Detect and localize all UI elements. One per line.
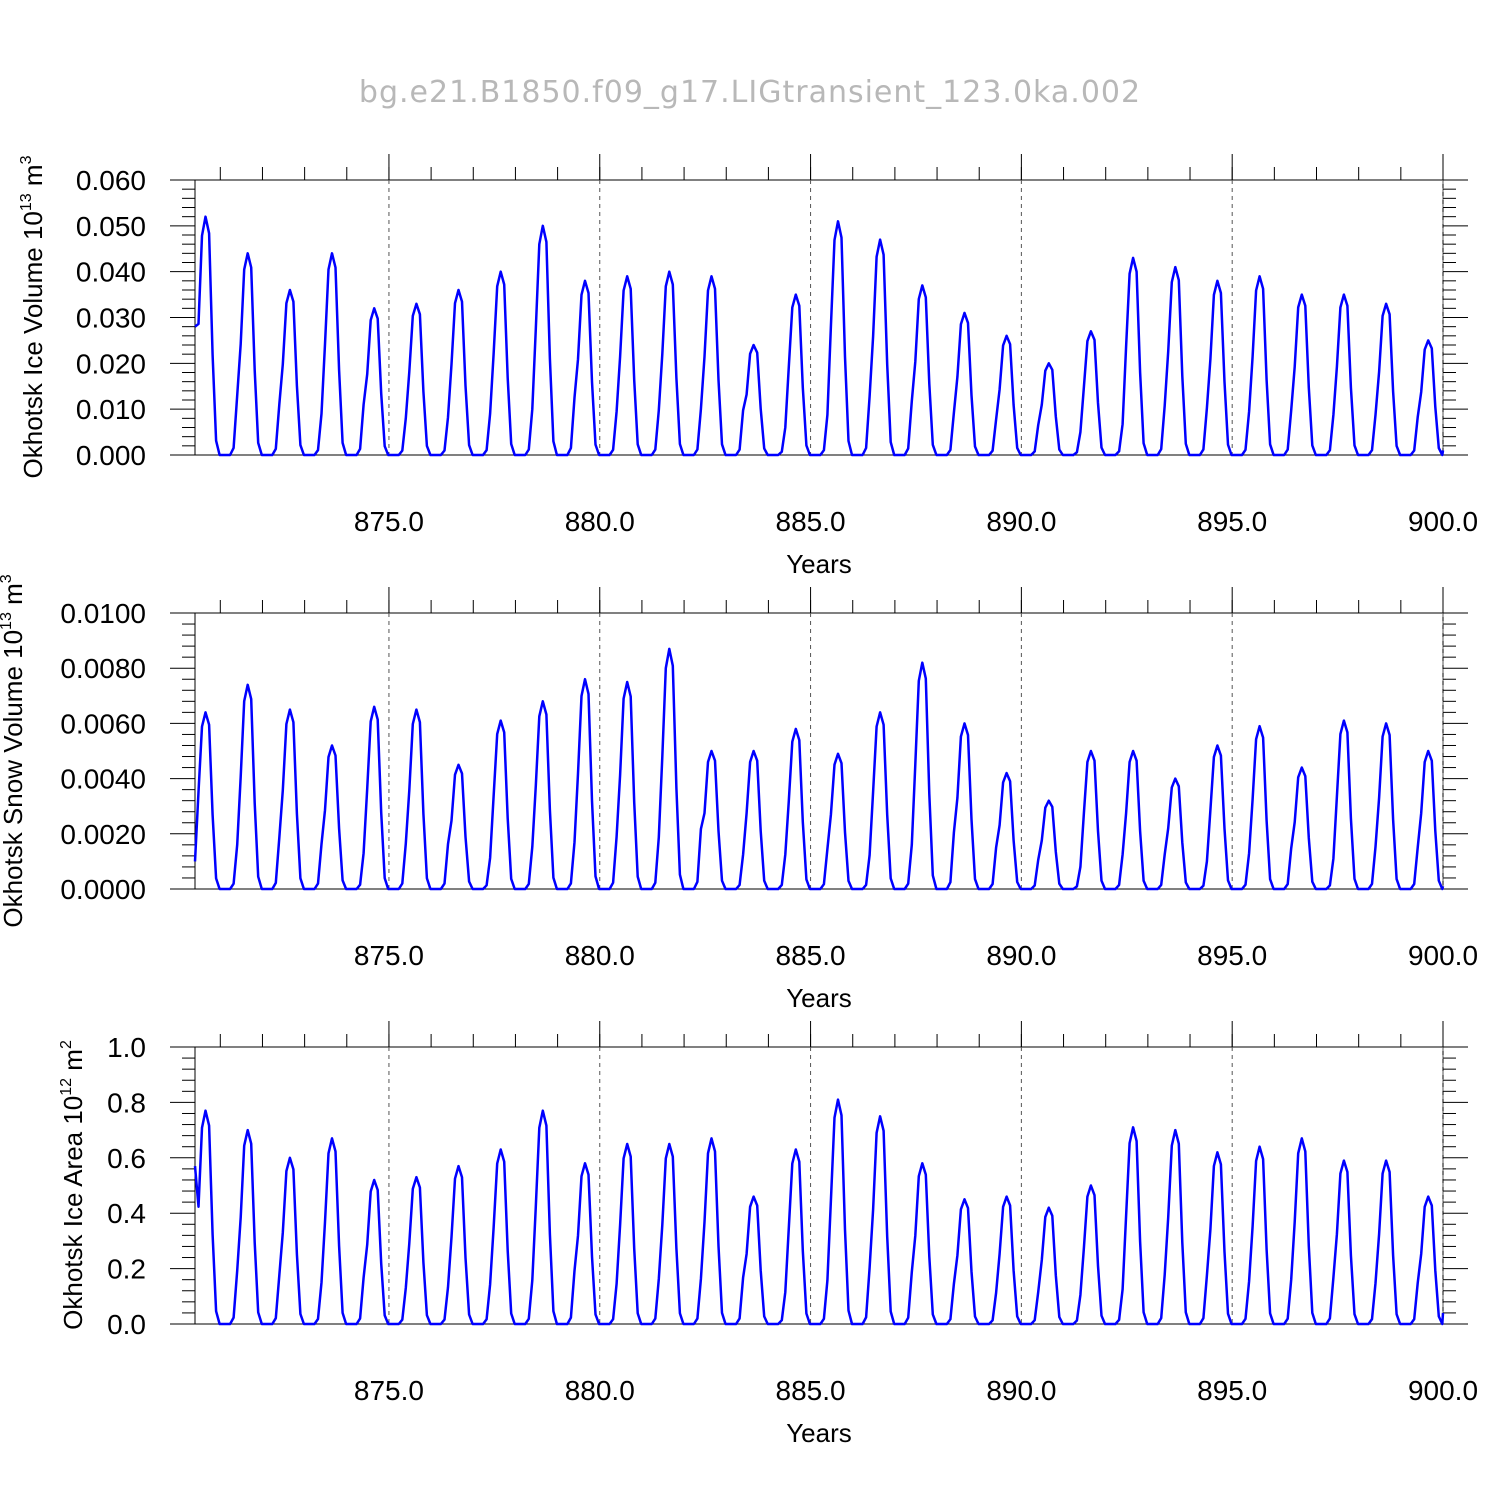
x-tick-label: 895.0 [1197, 940, 1267, 971]
x-tick-label: 875.0 [354, 940, 424, 971]
x-tick-label: 890.0 [986, 940, 1056, 971]
x-axis-label: Years [786, 549, 852, 579]
y-tick-label: 0.040 [76, 257, 146, 288]
y-tick-label: 0.0060 [60, 708, 146, 739]
x-tick-label: 895.0 [1197, 506, 1267, 537]
y-tick-label: 0.020 [76, 348, 146, 379]
x-tick-label: 885.0 [776, 940, 846, 971]
x-tick-label: 900.0 [1408, 940, 1478, 971]
y-tick-label: 0.050 [76, 211, 146, 242]
y-tick-label: 1.0 [107, 1032, 146, 1063]
y-tick-label: 0.0020 [60, 819, 146, 850]
y-tick-label: 0.0100 [60, 598, 146, 629]
y-tick-label: 0.8 [107, 1087, 146, 1118]
x-tick-label: 880.0 [565, 1375, 635, 1406]
x-tick-label: 875.0 [354, 506, 424, 537]
y-tick-label: 0.0000 [60, 874, 146, 905]
x-tick-label: 885.0 [776, 506, 846, 537]
series-line [194, 215, 1445, 457]
x-axis-label: Years [786, 1418, 852, 1448]
chart-panel-2: 875.0 880.0 885.0 890.0 895.0 900.0 0.0000 0.00… [0, 574, 1478, 1013]
series-line [193, 1098, 1445, 1326]
y-tick-label: 0.0 [107, 1309, 146, 1340]
y-tick-label: 0.0080 [60, 653, 146, 684]
chart-panel-1: 875.0 880.0 885.0 890.0 895.0 900.0 0.000 0.010… [18, 154, 1478, 579]
y-tick-label: 0.6 [107, 1143, 146, 1174]
x-tick-label: 890.0 [986, 506, 1056, 537]
x-tick-label: 880.0 [565, 506, 635, 537]
x-tick-label: 885.0 [776, 1375, 846, 1406]
x-tick-label: 890.0 [986, 1375, 1056, 1406]
y-tick-label: 0.030 [76, 303, 146, 334]
y-tick-label: 0.0040 [60, 764, 146, 795]
series-line [193, 647, 1445, 891]
y-tick-label: 0.060 [76, 165, 146, 196]
y-tick-label: 0.000 [76, 440, 146, 471]
y-tick-label: 0.4 [107, 1198, 146, 1229]
x-tick-label: 900.0 [1408, 1375, 1478, 1406]
x-axis-label: Years [786, 983, 852, 1013]
chart-panel-3: 875.0 880.0 885.0 890.0 895.0 900.0 0.0 0.2 0.4 0… [58, 1021, 1478, 1448]
y-axis-label: Okhotsk Ice Area 1012 m2 [58, 1040, 88, 1330]
y-axis-label: Okhotsk Snow Volume 1013 m3 [0, 574, 28, 927]
x-tick-label: 875.0 [354, 1375, 424, 1406]
x-tick-label: 900.0 [1408, 506, 1478, 537]
x-tick-label: 880.0 [565, 940, 635, 971]
y-axis-label: Okhotsk Ice Volume 1013 m3 [18, 155, 48, 478]
x-tick-label: 895.0 [1197, 1375, 1267, 1406]
y-tick-label: 0.010 [76, 394, 146, 425]
y-tick-label: 0.2 [107, 1254, 146, 1285]
chart-title: bg.e21.B1850.f09_g17.LIGtransient_123.0k… [359, 75, 1141, 110]
